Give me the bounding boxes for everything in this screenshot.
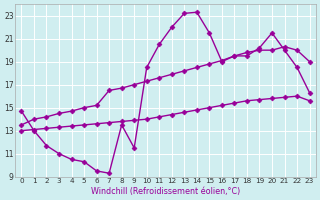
X-axis label: Windchill (Refroidissement éolien,°C): Windchill (Refroidissement éolien,°C) [91,187,240,196]
